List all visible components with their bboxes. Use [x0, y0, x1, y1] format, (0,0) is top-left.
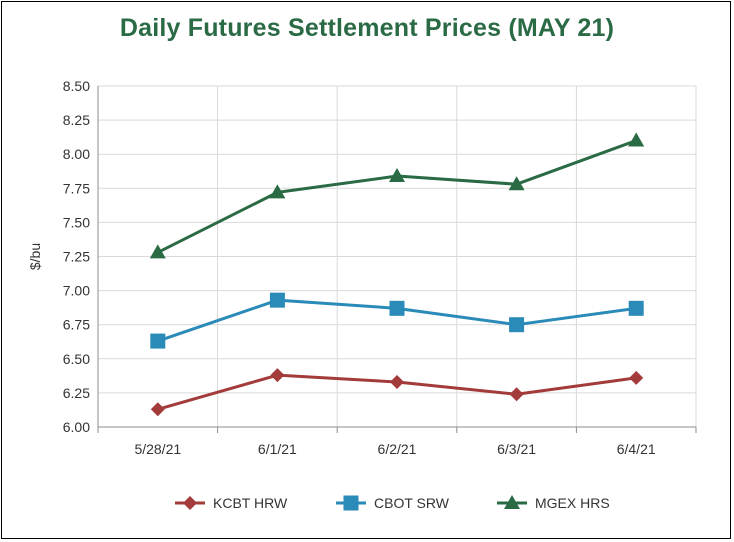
- series-line-mgex-hrs: [157, 139, 637, 254]
- y-tick-label: 7.50: [63, 214, 90, 230]
- data-point-cbot-srw: [389, 300, 405, 316]
- data-point-cbot-srw: [628, 300, 644, 316]
- data-point-kcbt-hrw: [150, 402, 165, 417]
- y-axis-label: $/bu: [27, 243, 43, 270]
- y-tick-labels: 6.00 6.25 6.50 6.75 7.00 7.25 7.50 7.75 8.00 8.25…: [63, 78, 90, 435]
- legend: KCBT HRW CBOT SRW MGEX HRS: [175, 495, 610, 511]
- legend-marker-kcbt-hrw: [183, 496, 197, 510]
- data-point-mgex-hrs: [269, 184, 286, 199]
- data-point-cbot-srw: [269, 292, 285, 308]
- data-point-mgex-hrs: [508, 176, 525, 191]
- y-tick-label: 7.00: [63, 283, 90, 299]
- y-tick-label: 7.75: [63, 180, 90, 196]
- y-tick-label: 6.50: [63, 351, 90, 367]
- y-tick-label: 6.75: [63, 317, 90, 333]
- data-point-kcbt-hrw: [390, 374, 404, 389]
- gridlines: [98, 85, 697, 427]
- data-point-cbot-srw: [150, 333, 166, 349]
- legend-label-kcbt-hrw: KCBT HRW: [213, 495, 288, 511]
- y-tick-label: 7.25: [63, 249, 90, 265]
- data-point-kcbt-hrw: [629, 370, 644, 385]
- legend-marker-mgex-hrs: [504, 495, 520, 509]
- chart-title: Daily Futures Settlement Prices (MAY 21): [119, 14, 615, 42]
- data-point-cbot-srw: [509, 317, 525, 333]
- y-tick-label: 6.00: [63, 419, 90, 435]
- y-tick-label: 8.50: [63, 78, 90, 94]
- data-point-kcbt-hrw: [509, 387, 524, 402]
- y-tick-label: 6.25: [63, 385, 90, 401]
- legend-marker-cbot-srw: [343, 495, 359, 511]
- x-tick-label: 6/3/21: [497, 441, 536, 457]
- x-tick-label: 6/2/21: [378, 441, 417, 457]
- data-point-kcbt-hrw: [270, 368, 285, 383]
- data-point-mgex-hrs: [628, 132, 645, 147]
- x-tick-label: 6/1/21: [258, 441, 297, 457]
- x-tick-label: 6/4/21: [617, 441, 656, 457]
- data-point-mgex-hrs: [149, 244, 166, 259]
- legend-label-mgex-hrs: MGEX HRS: [535, 495, 610, 511]
- series-group: [149, 132, 645, 417]
- legend-label-cbot-srw: CBOT SRW: [374, 495, 450, 511]
- x-tick-label: 5/28/21: [134, 441, 181, 457]
- x-tick-labels: 5/28/21 6/1/21 6/2/21 6/3/21 6/4/21: [134, 441, 655, 457]
- axes: [97, 86, 697, 433]
- y-tick-label: 8.00: [63, 146, 90, 162]
- data-point-mgex-hrs: [389, 168, 405, 183]
- y-tick-label: 8.25: [63, 112, 90, 128]
